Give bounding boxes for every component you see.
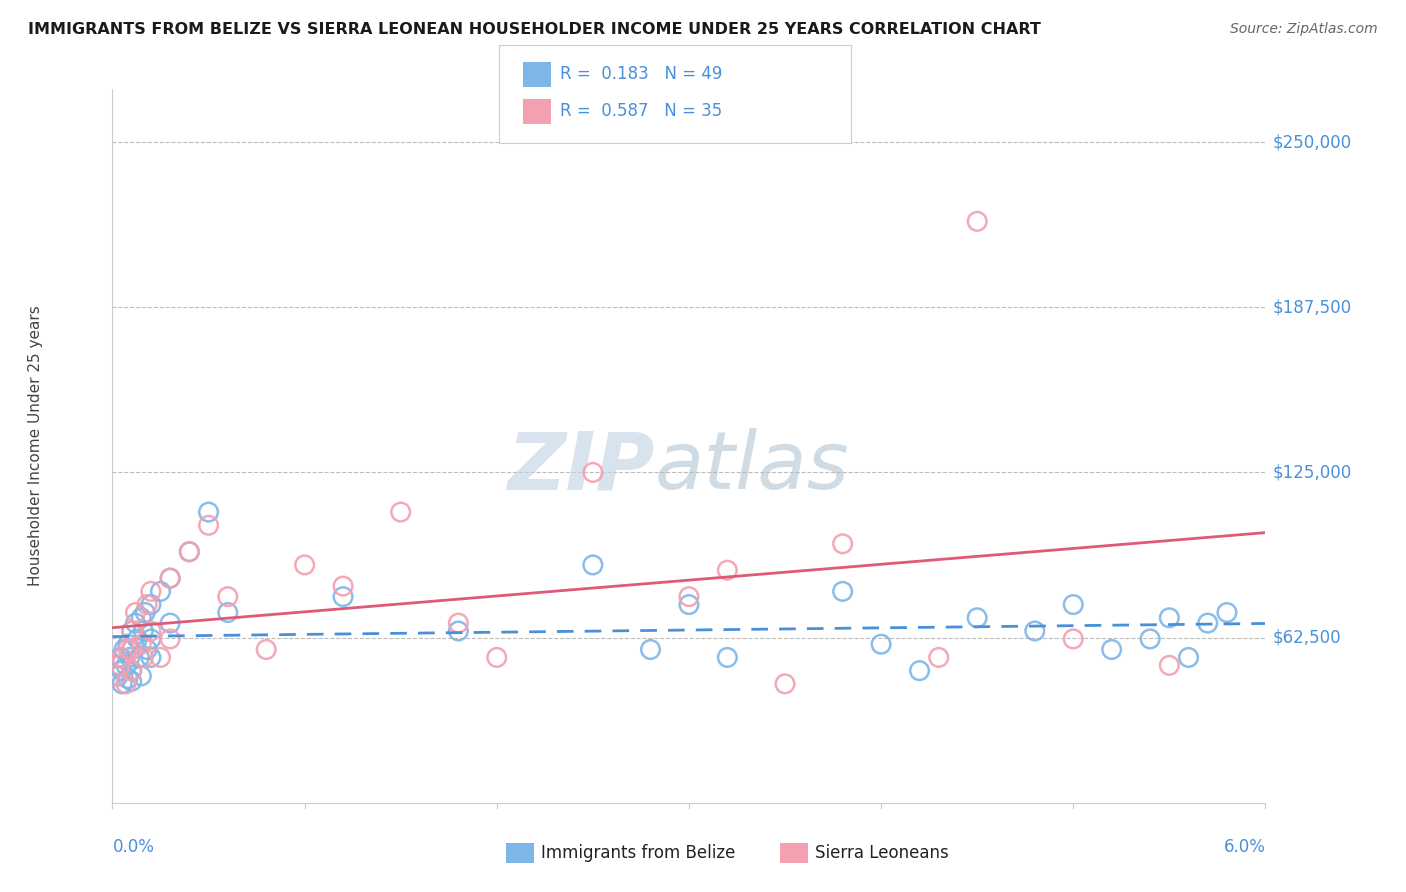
Text: Source: ZipAtlas.com: Source: ZipAtlas.com [1230, 22, 1378, 37]
Point [716, 650, 738, 665]
Text: 0.0%: 0.0% [112, 838, 155, 856]
Point [582, 466, 605, 480]
Point [111, 677, 134, 691]
Point [640, 642, 662, 657]
Point [217, 590, 239, 604]
Point [136, 598, 159, 612]
Text: $125,000: $125,000 [1272, 464, 1351, 482]
Point [159, 632, 181, 646]
Point [389, 505, 412, 519]
Point [1062, 598, 1084, 612]
Point [197, 505, 219, 519]
Point [136, 642, 159, 657]
Text: Immigrants from Belize: Immigrants from Belize [541, 844, 735, 862]
Point [179, 545, 201, 559]
Point [332, 579, 354, 593]
Point [217, 606, 239, 620]
Point [1139, 632, 1161, 646]
Point [1159, 658, 1181, 673]
Point [1159, 611, 1181, 625]
Point [121, 642, 143, 657]
Point [966, 214, 988, 228]
Point [254, 642, 277, 657]
Point [831, 584, 853, 599]
Point [966, 611, 988, 625]
Point [139, 598, 162, 612]
Text: IMMIGRANTS FROM BELIZE VS SIERRA LEONEAN HOUSEHOLDER INCOME UNDER 25 YEARS CORRE: IMMIGRANTS FROM BELIZE VS SIERRA LEONEAN… [28, 22, 1040, 37]
Point [117, 672, 139, 686]
Point [332, 590, 354, 604]
Text: atlas: atlas [654, 428, 849, 507]
Point [928, 650, 950, 665]
Point [139, 584, 162, 599]
Point [124, 606, 146, 620]
Point [447, 624, 470, 638]
Point [159, 571, 181, 585]
Point [112, 642, 135, 657]
Point [129, 637, 153, 651]
Point [1177, 650, 1199, 665]
Point [121, 664, 143, 678]
Text: ZIP: ZIP [508, 428, 654, 507]
Point [149, 584, 172, 599]
Point [159, 571, 181, 585]
Point [107, 669, 129, 683]
Text: Householder Income Under 25 years: Householder Income Under 25 years [28, 306, 42, 586]
Point [121, 664, 143, 678]
Point [105, 669, 128, 683]
Point [129, 669, 153, 683]
Point [121, 624, 143, 638]
Point [716, 563, 738, 577]
Point [134, 606, 156, 620]
Text: 6.0%: 6.0% [1223, 838, 1265, 856]
Point [121, 674, 143, 689]
Point [132, 624, 155, 638]
Point [831, 537, 853, 551]
Point [139, 624, 162, 638]
Point [129, 611, 153, 625]
Point [485, 650, 508, 665]
Point [1101, 642, 1123, 657]
Point [139, 632, 162, 646]
Point [149, 650, 172, 665]
Text: $250,000: $250,000 [1272, 133, 1351, 151]
Point [121, 642, 143, 657]
Point [159, 616, 181, 631]
Point [1062, 632, 1084, 646]
Text: Sierra Leoneans: Sierra Leoneans [815, 844, 949, 862]
Text: R =  0.587   N = 35: R = 0.587 N = 35 [560, 103, 721, 120]
Point [117, 637, 139, 651]
Point [908, 664, 931, 678]
Point [1216, 606, 1239, 620]
Point [132, 650, 155, 665]
Point [678, 590, 700, 604]
Point [108, 658, 131, 673]
Point [197, 518, 219, 533]
Point [139, 650, 162, 665]
Point [447, 616, 470, 631]
Point [124, 616, 146, 631]
Point [128, 650, 150, 665]
Point [118, 650, 141, 665]
Point [179, 545, 201, 559]
Text: $187,500: $187,500 [1272, 298, 1351, 317]
Point [1197, 616, 1219, 631]
Point [127, 632, 149, 646]
Point [294, 558, 316, 572]
Point [773, 677, 796, 691]
Point [108, 650, 131, 665]
Text: $62,500: $62,500 [1272, 629, 1341, 647]
Point [115, 677, 138, 691]
Point [115, 658, 138, 673]
Point [111, 664, 134, 678]
Point [105, 658, 128, 673]
Point [121, 624, 143, 638]
Point [870, 637, 893, 651]
Point [111, 650, 134, 665]
Point [1024, 624, 1046, 638]
Point [582, 558, 605, 572]
Point [117, 642, 139, 657]
Point [678, 598, 700, 612]
Text: R =  0.183   N = 49: R = 0.183 N = 49 [560, 65, 721, 83]
